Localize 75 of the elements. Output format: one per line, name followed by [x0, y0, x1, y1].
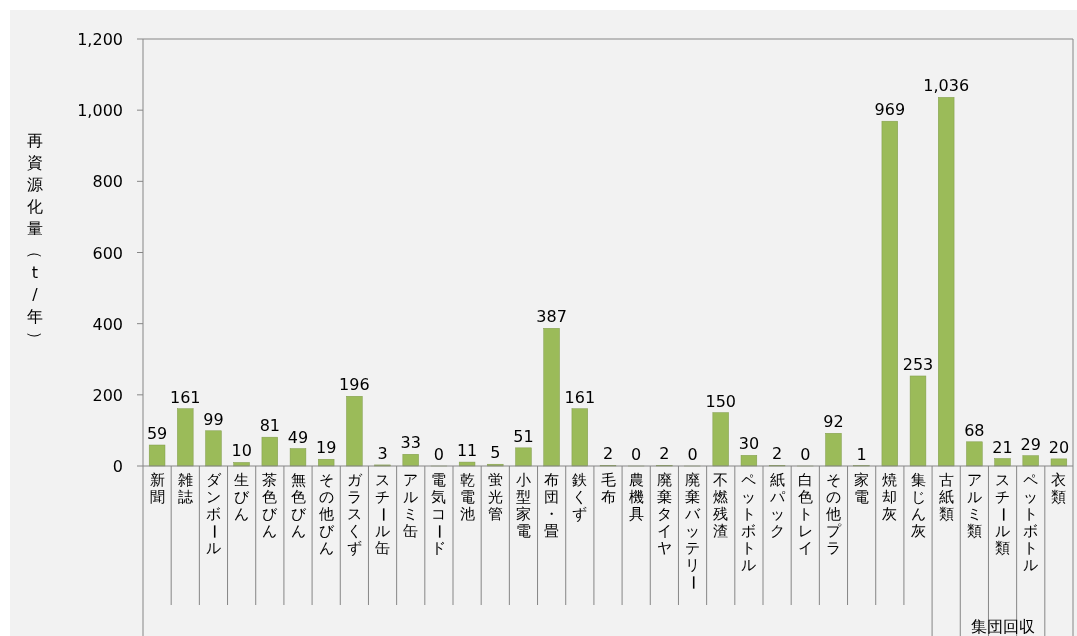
data-label: 253: [902, 354, 934, 374]
data-label: 51: [513, 426, 534, 446]
x-tick-label: 不燃残渣: [713, 471, 729, 540]
data-label: 2: [659, 444, 670, 464]
text: 集団回収: [970, 617, 1035, 636]
data-label: 2: [772, 444, 783, 464]
data-label: 33: [400, 433, 421, 453]
y-tick-label: 800: [92, 172, 123, 192]
x-tick-label: 茶色びん: [262, 471, 279, 540]
data-label: 969: [874, 100, 906, 120]
data-label: 30: [738, 434, 760, 454]
y-tick-label: 1,200: [77, 30, 123, 49]
data-label: 29: [1020, 434, 1041, 454]
x-tick-label: ペットボトル: [1023, 471, 1039, 574]
x-tick-label: その他びん: [318, 471, 335, 557]
x-tick-label: 廃棄バッテリー: [684, 471, 703, 590]
x-tick-label: 布団・畳: [544, 471, 560, 540]
x-tick-label: ダンボール: [204, 471, 223, 557]
data-label: 10: [231, 441, 252, 461]
data-label: 0: [631, 445, 642, 464]
data-label: 3: [377, 443, 388, 463]
x-tick-label: 焼却灰: [882, 471, 898, 523]
data-label: 49: [287, 427, 309, 447]
x-tick-label: 廃棄タイヤ: [656, 471, 672, 557]
x-tick-label: ペットボトル: [741, 471, 757, 574]
y-tick-label: 1,000: [77, 101, 123, 121]
x-tick-label: 家電: [854, 471, 870, 506]
data-label: 81: [259, 416, 280, 436]
x-tick-label: 白色トレイ: [797, 471, 813, 557]
x-tick-label: スチール缶: [374, 471, 393, 557]
data-label: 99: [203, 409, 224, 429]
x-tick-label: 蛍光管: [487, 471, 503, 523]
data-label: 0: [433, 445, 444, 464]
data-label: 161: [170, 387, 201, 407]
x-tick-label: 小型家電: [515, 471, 531, 540]
x-tick-label: 生びん: [234, 471, 251, 523]
data-label: 19: [316, 438, 337, 458]
data-label: 387: [536, 307, 567, 327]
data-label: 2: [602, 444, 614, 464]
x-tick-label: その他プラ: [825, 471, 842, 557]
data-label: 20: [1048, 437, 1070, 457]
data-label: 161: [564, 387, 596, 407]
data-label: 0: [800, 445, 811, 464]
x-tick-label: 新聞: [149, 471, 165, 506]
y-tick-label: 400: [92, 314, 123, 334]
x-tick-label: 毛布: [600, 471, 616, 506]
x-tick-label: 電気コード: [430, 471, 449, 557]
y-tick-label: 600: [92, 243, 123, 263]
text: 再資源化量（t/年）: [26, 131, 45, 348]
data-label: 1,036: [923, 76, 970, 96]
x-tick-label: スチール類: [994, 471, 1013, 557]
y-tick-label: 200: [92, 385, 123, 405]
y-tick-label: 0: [112, 457, 123, 476]
x-tick-label: 鉄くず: [572, 471, 588, 523]
x-tick-label: 衣類: [1051, 471, 1067, 506]
x-tick-label: 乾電池: [459, 471, 475, 523]
x-tick-label: 古紙類: [938, 471, 954, 523]
x-tick-label: 集じん灰: [910, 471, 926, 540]
data-label: 59: [146, 424, 168, 444]
data-label: 68: [964, 420, 985, 440]
data-label: 11: [456, 441, 478, 461]
x-tick-label: ガラスくず: [346, 471, 363, 557]
x-tick-label: 無色びん: [290, 471, 307, 540]
x-tick-label: 雑誌: [177, 471, 193, 506]
data-label: 196: [339, 375, 370, 395]
x-tick-label: 農機具: [628, 471, 644, 523]
x-tick-label: 紙パック: [768, 471, 786, 540]
x-tick-label: アルミ類: [966, 471, 982, 540]
x-tick-label: アルミ缶: [403, 471, 419, 540]
data-label: 21: [992, 437, 1013, 457]
data-label: 150: [705, 391, 736, 411]
data-label: 92: [823, 412, 844, 432]
data-label: 0: [687, 445, 698, 464]
data-label: 5: [490, 443, 501, 463]
data-label: 1: [856, 444, 867, 464]
